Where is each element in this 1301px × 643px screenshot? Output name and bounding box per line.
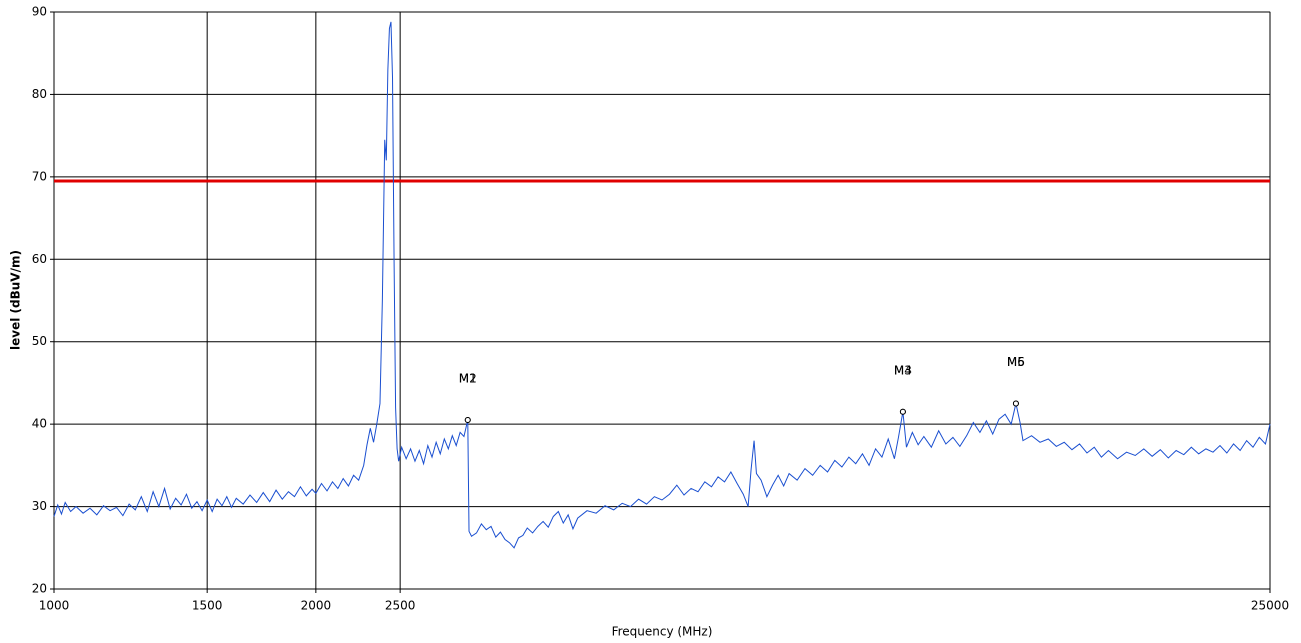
- plot-area: [53, 11, 1271, 590]
- marker-point: [899, 408, 906, 415]
- y-tick-label: 40: [32, 417, 47, 431]
- marker-label: M1: [459, 372, 477, 386]
- x-tick-label: 2000: [301, 599, 332, 613]
- x-tick-label: 2500: [385, 599, 416, 613]
- y-tick-label: 60: [32, 252, 47, 266]
- y-tick-label: 90: [32, 5, 47, 19]
- y-tick-label: 20: [32, 582, 47, 596]
- marker-point: [1012, 400, 1019, 407]
- marker-label: M6: [1007, 355, 1025, 369]
- y-tick-label: 70: [32, 169, 47, 183]
- y-tick-label: 30: [32, 499, 47, 513]
- marker-label: M5: [1007, 355, 1025, 369]
- x-axis-label: Frequency (MHz): [612, 625, 713, 639]
- x-tick-label: 1500: [192, 599, 223, 613]
- marker-label: M2: [459, 372, 477, 386]
- x-tick-label: 1000: [39, 599, 70, 613]
- y-axis-label: level (dBuV/m): [9, 250, 23, 350]
- y-tick-label: 80: [32, 87, 47, 101]
- marker-label: M3: [894, 363, 912, 377]
- marker-label: M4: [894, 363, 912, 377]
- x-tick-label: 25000: [1251, 599, 1289, 613]
- trace: [53, 21, 1271, 549]
- marker-point: [464, 417, 471, 424]
- y-tick-label: 50: [32, 334, 47, 348]
